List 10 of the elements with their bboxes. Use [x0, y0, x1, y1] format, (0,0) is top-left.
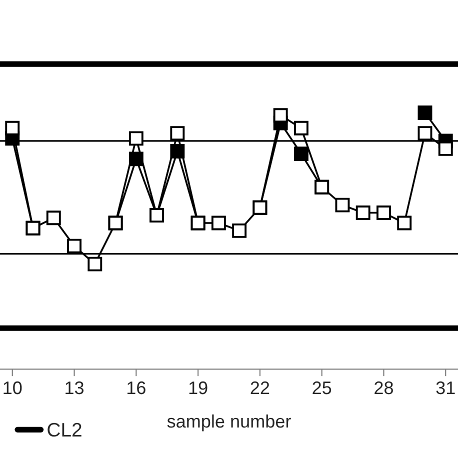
x-tick-label: 31 — [436, 381, 455, 394]
x-axis-title: sample number — [167, 414, 291, 432]
x-tick-label: 16 — [128, 381, 146, 394]
x-tick-label: 22 — [250, 381, 270, 394]
legend-label: CL2 — [48, 422, 82, 437]
x-tick-label: 25 — [312, 381, 332, 394]
x-tick-label: 10 — [4, 381, 22, 394]
x-tick-label: 19 — [189, 381, 208, 394]
x-tick-label: 28 — [374, 381, 393, 394]
x-tick-label: 13 — [66, 381, 84, 394]
